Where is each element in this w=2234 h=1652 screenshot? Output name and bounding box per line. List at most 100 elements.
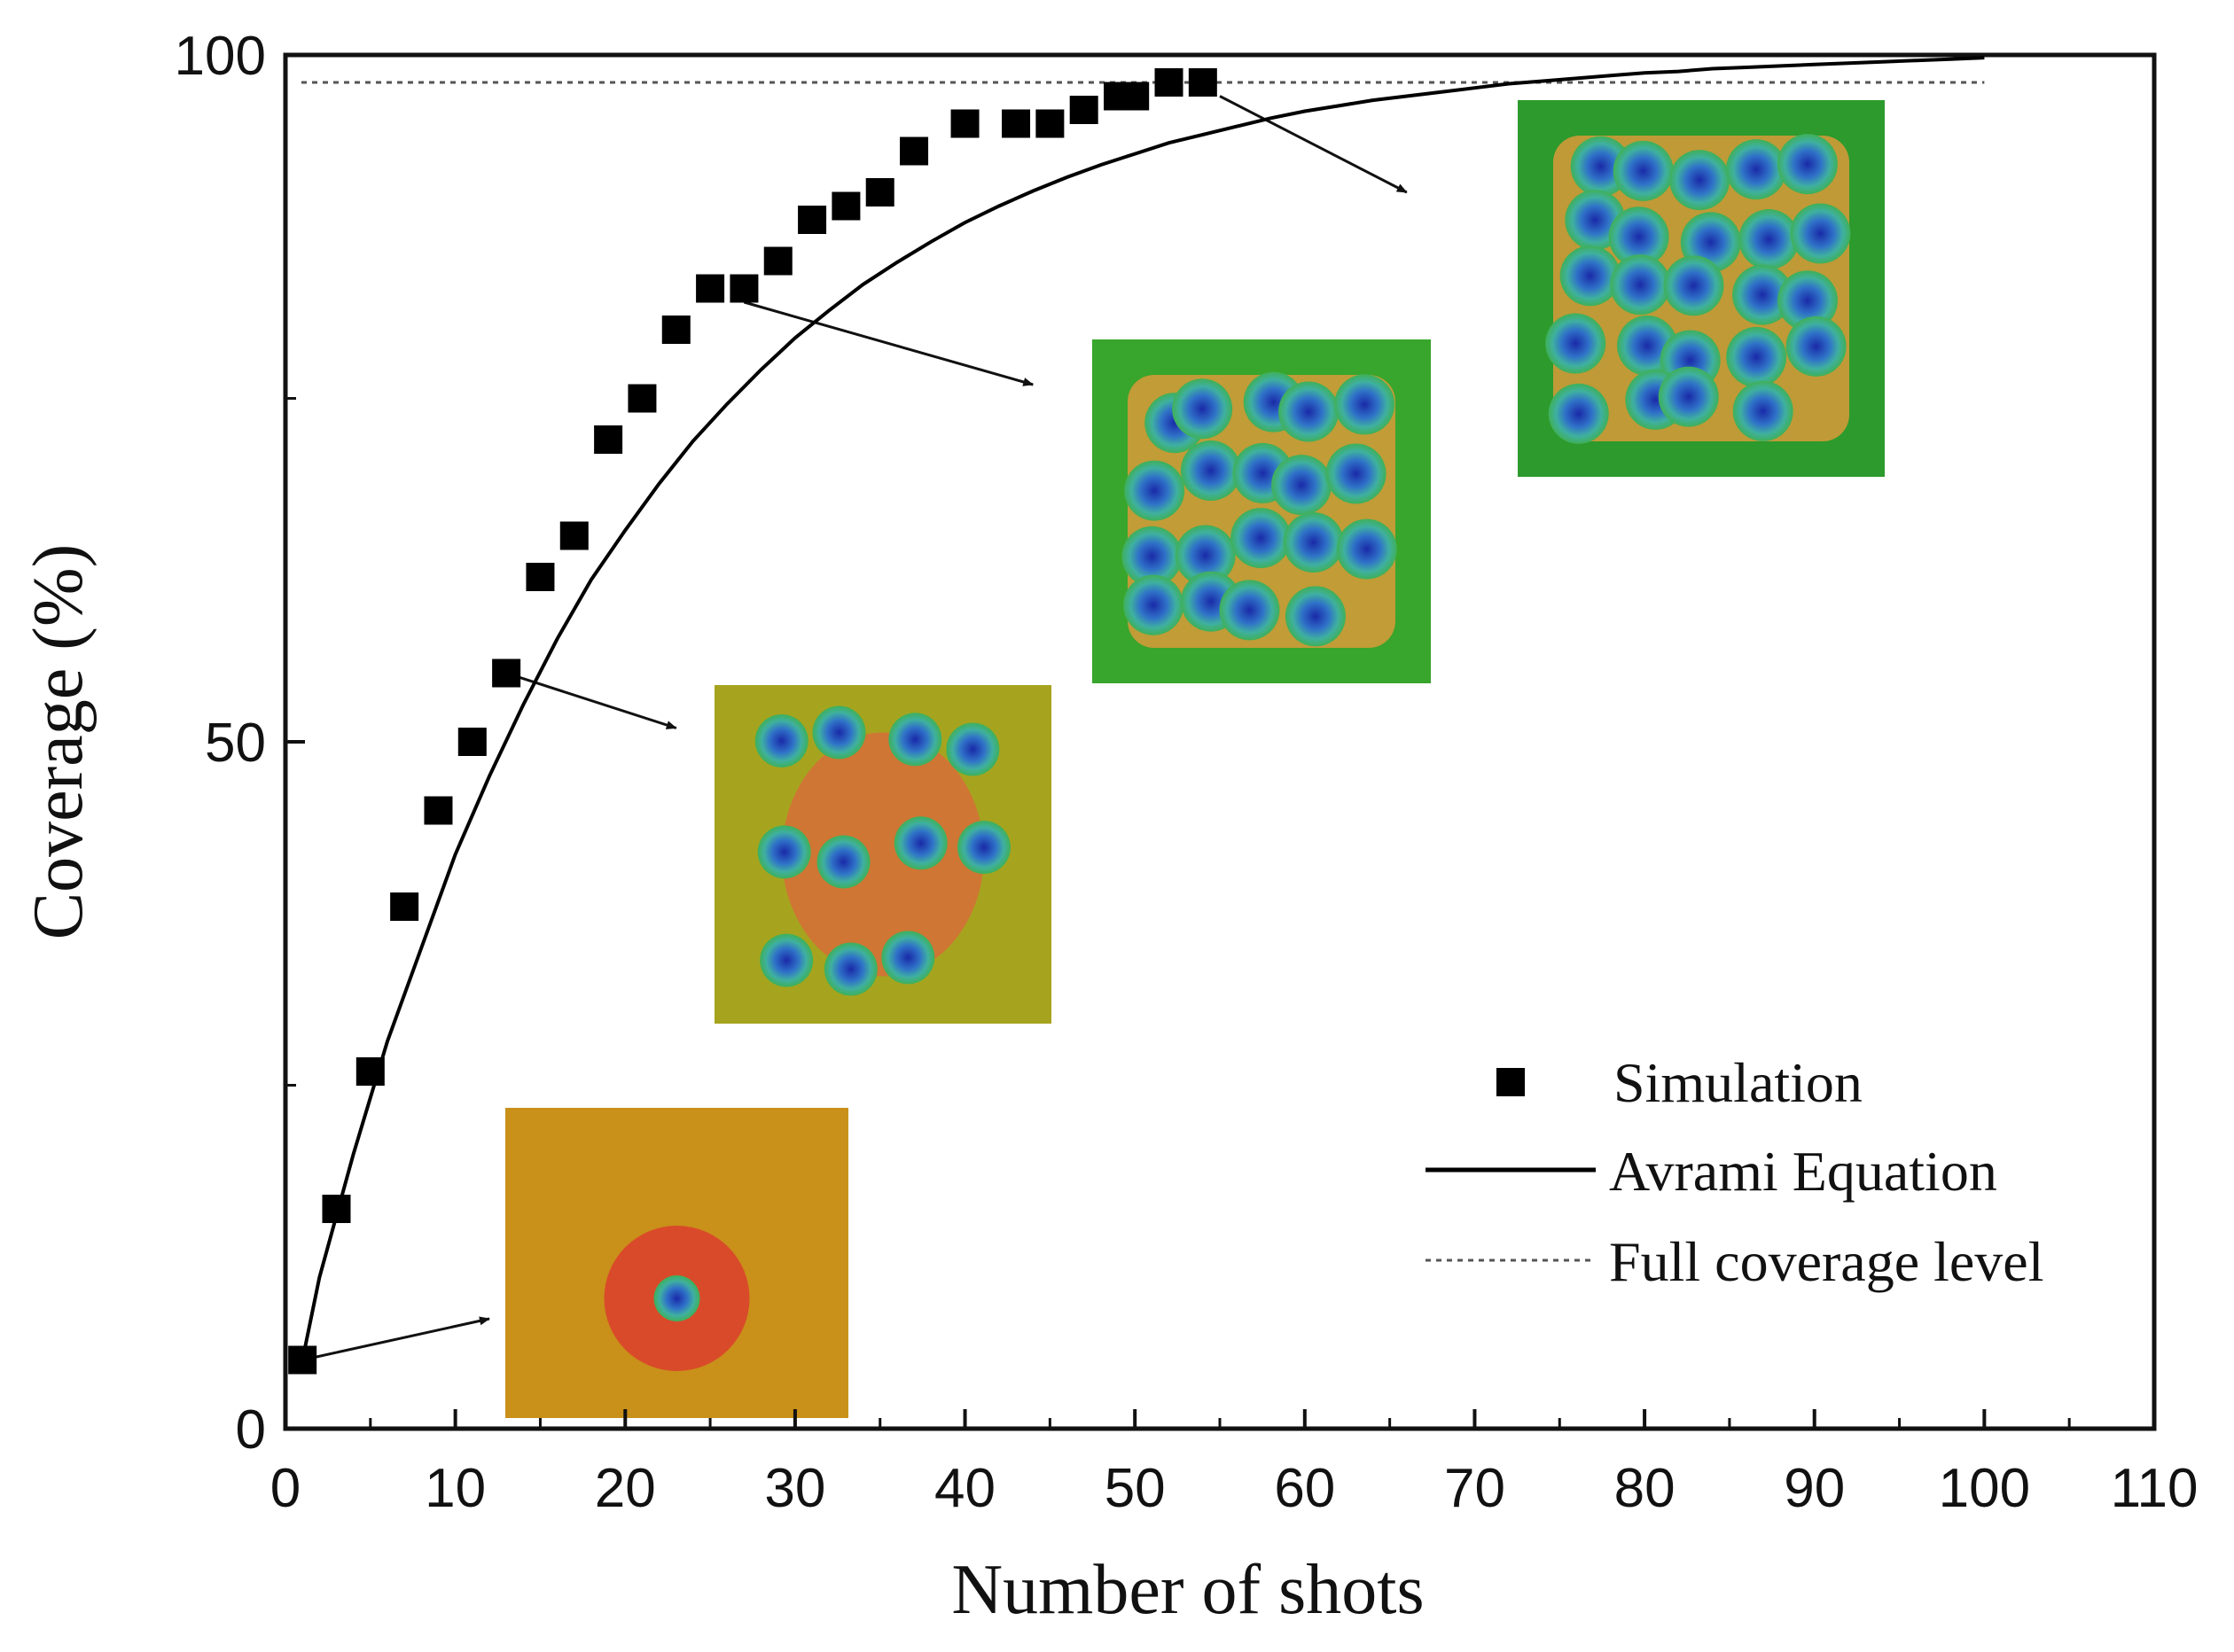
simulation-point	[696, 274, 725, 303]
impact-dimple	[946, 722, 1000, 776]
simulation-point	[355, 1057, 385, 1086]
x-tick-label-60: 60	[1274, 1458, 1335, 1519]
impact-dimple	[1285, 586, 1346, 647]
inset-54-shots	[1518, 100, 1885, 477]
impact-dimple	[1790, 203, 1851, 264]
impact-dimple	[1336, 518, 1397, 580]
impact-dimple	[894, 816, 948, 870]
inset-13-shots	[715, 685, 1051, 1024]
x-tick-label-90: 90	[1784, 1458, 1845, 1519]
impact-dimple	[1777, 270, 1839, 331]
deformed-region	[782, 732, 984, 977]
simulation-point	[763, 246, 793, 276]
y-tick-label-50: 50	[205, 713, 266, 774]
impact-dimple	[1732, 380, 1793, 441]
x-tick-label-50: 50	[1105, 1458, 1166, 1519]
simulation-point	[865, 178, 894, 206]
annotation-arrow-4	[1219, 95, 1408, 194]
impact-dimple	[653, 1275, 700, 1321]
simulation-point	[628, 384, 657, 413]
avrami-curve	[301, 56, 1985, 1360]
impact-dimple	[1545, 313, 1606, 374]
impact-dimple	[1334, 374, 1395, 435]
x-tick-label-0: 0	[270, 1458, 301, 1519]
impact-dimple	[824, 942, 878, 996]
simulation-point	[1121, 82, 1150, 111]
simulation-point	[457, 728, 487, 756]
x-tick-label-30: 30	[764, 1458, 825, 1519]
impact-dimple	[957, 821, 1011, 875]
impact-dimple	[1663, 255, 1724, 316]
impact-dimple	[1325, 443, 1386, 504]
legend: Simulation Avrami Equation Full coverage…	[1426, 1051, 2043, 1293]
impact-dimple	[1732, 264, 1793, 325]
simulation-point	[288, 1345, 317, 1375]
insets-layer	[505, 100, 1885, 1418]
x-tick-label-70: 70	[1444, 1458, 1505, 1519]
simulation-point	[559, 521, 589, 550]
impact-dimple	[1278, 381, 1340, 442]
x-tick-label-110: 110	[2111, 1458, 2199, 1519]
impact-dimple	[1230, 508, 1292, 569]
impact-dimple	[1283, 512, 1344, 573]
simulation-points-layer	[288, 68, 1217, 1375]
simulation-point	[730, 274, 759, 303]
simulation-point	[1035, 109, 1065, 138]
impact-dimple	[1777, 134, 1838, 195]
impact-dimple	[1669, 150, 1730, 211]
impact-dimple	[1121, 526, 1183, 587]
x-axis-ticks: 0 10 20 30 40 50 60 70 80 90 100 110	[270, 1409, 2199, 1519]
y-tick-label-100: 100	[175, 26, 266, 87]
legend-avrami-label: Avrami Equation	[1609, 1140, 1997, 1203]
simulation-point	[594, 425, 623, 454]
simulation-point	[424, 796, 453, 825]
impact-dimple	[1610, 254, 1671, 316]
y-axis-title: Coverage (%)	[20, 544, 98, 939]
simulation-point	[1154, 68, 1183, 97]
y-tick-label-0: 0	[236, 1399, 266, 1461]
impact-dimple	[1548, 383, 1609, 444]
simulation-point	[390, 892, 419, 921]
legend-full-coverage-label: Full coverage level	[1609, 1230, 2043, 1293]
impact-dimple	[1738, 209, 1800, 270]
simulation-point	[1002, 109, 1031, 138]
annotation-arrow-3	[744, 300, 1035, 386]
impact-dimple	[1180, 440, 1241, 501]
impact-dimple	[816, 835, 871, 889]
simulation-point	[526, 563, 555, 591]
annotation-arrow-1	[301, 1316, 490, 1361]
x-tick-label-10: 10	[425, 1458, 486, 1519]
x-tick-label-100: 100	[1939, 1458, 2030, 1519]
impact-dimple	[881, 931, 935, 985]
impact-dimple	[1726, 326, 1787, 387]
impact-dimple	[754, 713, 808, 768]
y-axis-ticks: 0 50 100	[175, 26, 305, 1461]
legend-simulation-marker	[1496, 1068, 1525, 1096]
simulation-point	[832, 191, 861, 221]
simulation-point	[322, 1195, 351, 1223]
impact-dimple	[1559, 245, 1621, 307]
x-tick-label-80: 80	[1614, 1458, 1676, 1519]
simulation-point	[950, 109, 980, 138]
simulation-point	[1188, 68, 1217, 97]
impact-dimple	[1726, 139, 1787, 200]
simulation-point	[492, 658, 521, 688]
legend-simulation-label: Simulation	[1613, 1051, 1863, 1114]
impact-dimple	[1613, 140, 1674, 201]
impact-dimple	[1124, 460, 1185, 521]
x-tick-label-40: 40	[934, 1458, 996, 1519]
simulation-point	[1069, 96, 1098, 124]
impact-dimple	[888, 713, 942, 767]
impact-dimple	[1785, 316, 1847, 377]
simulation-point	[661, 316, 691, 344]
x-tick-label-20: 20	[595, 1458, 656, 1519]
annotation-arrow-2	[505, 672, 677, 729]
impact-dimple	[1608, 206, 1669, 268]
impact-dimple	[812, 705, 866, 760]
impact-dimple	[1175, 525, 1236, 586]
impact-dimple	[1271, 455, 1332, 516]
impact-dimple	[1172, 378, 1233, 440]
impact-dimple	[1658, 366, 1719, 427]
inset-1-shot	[505, 1108, 848, 1418]
